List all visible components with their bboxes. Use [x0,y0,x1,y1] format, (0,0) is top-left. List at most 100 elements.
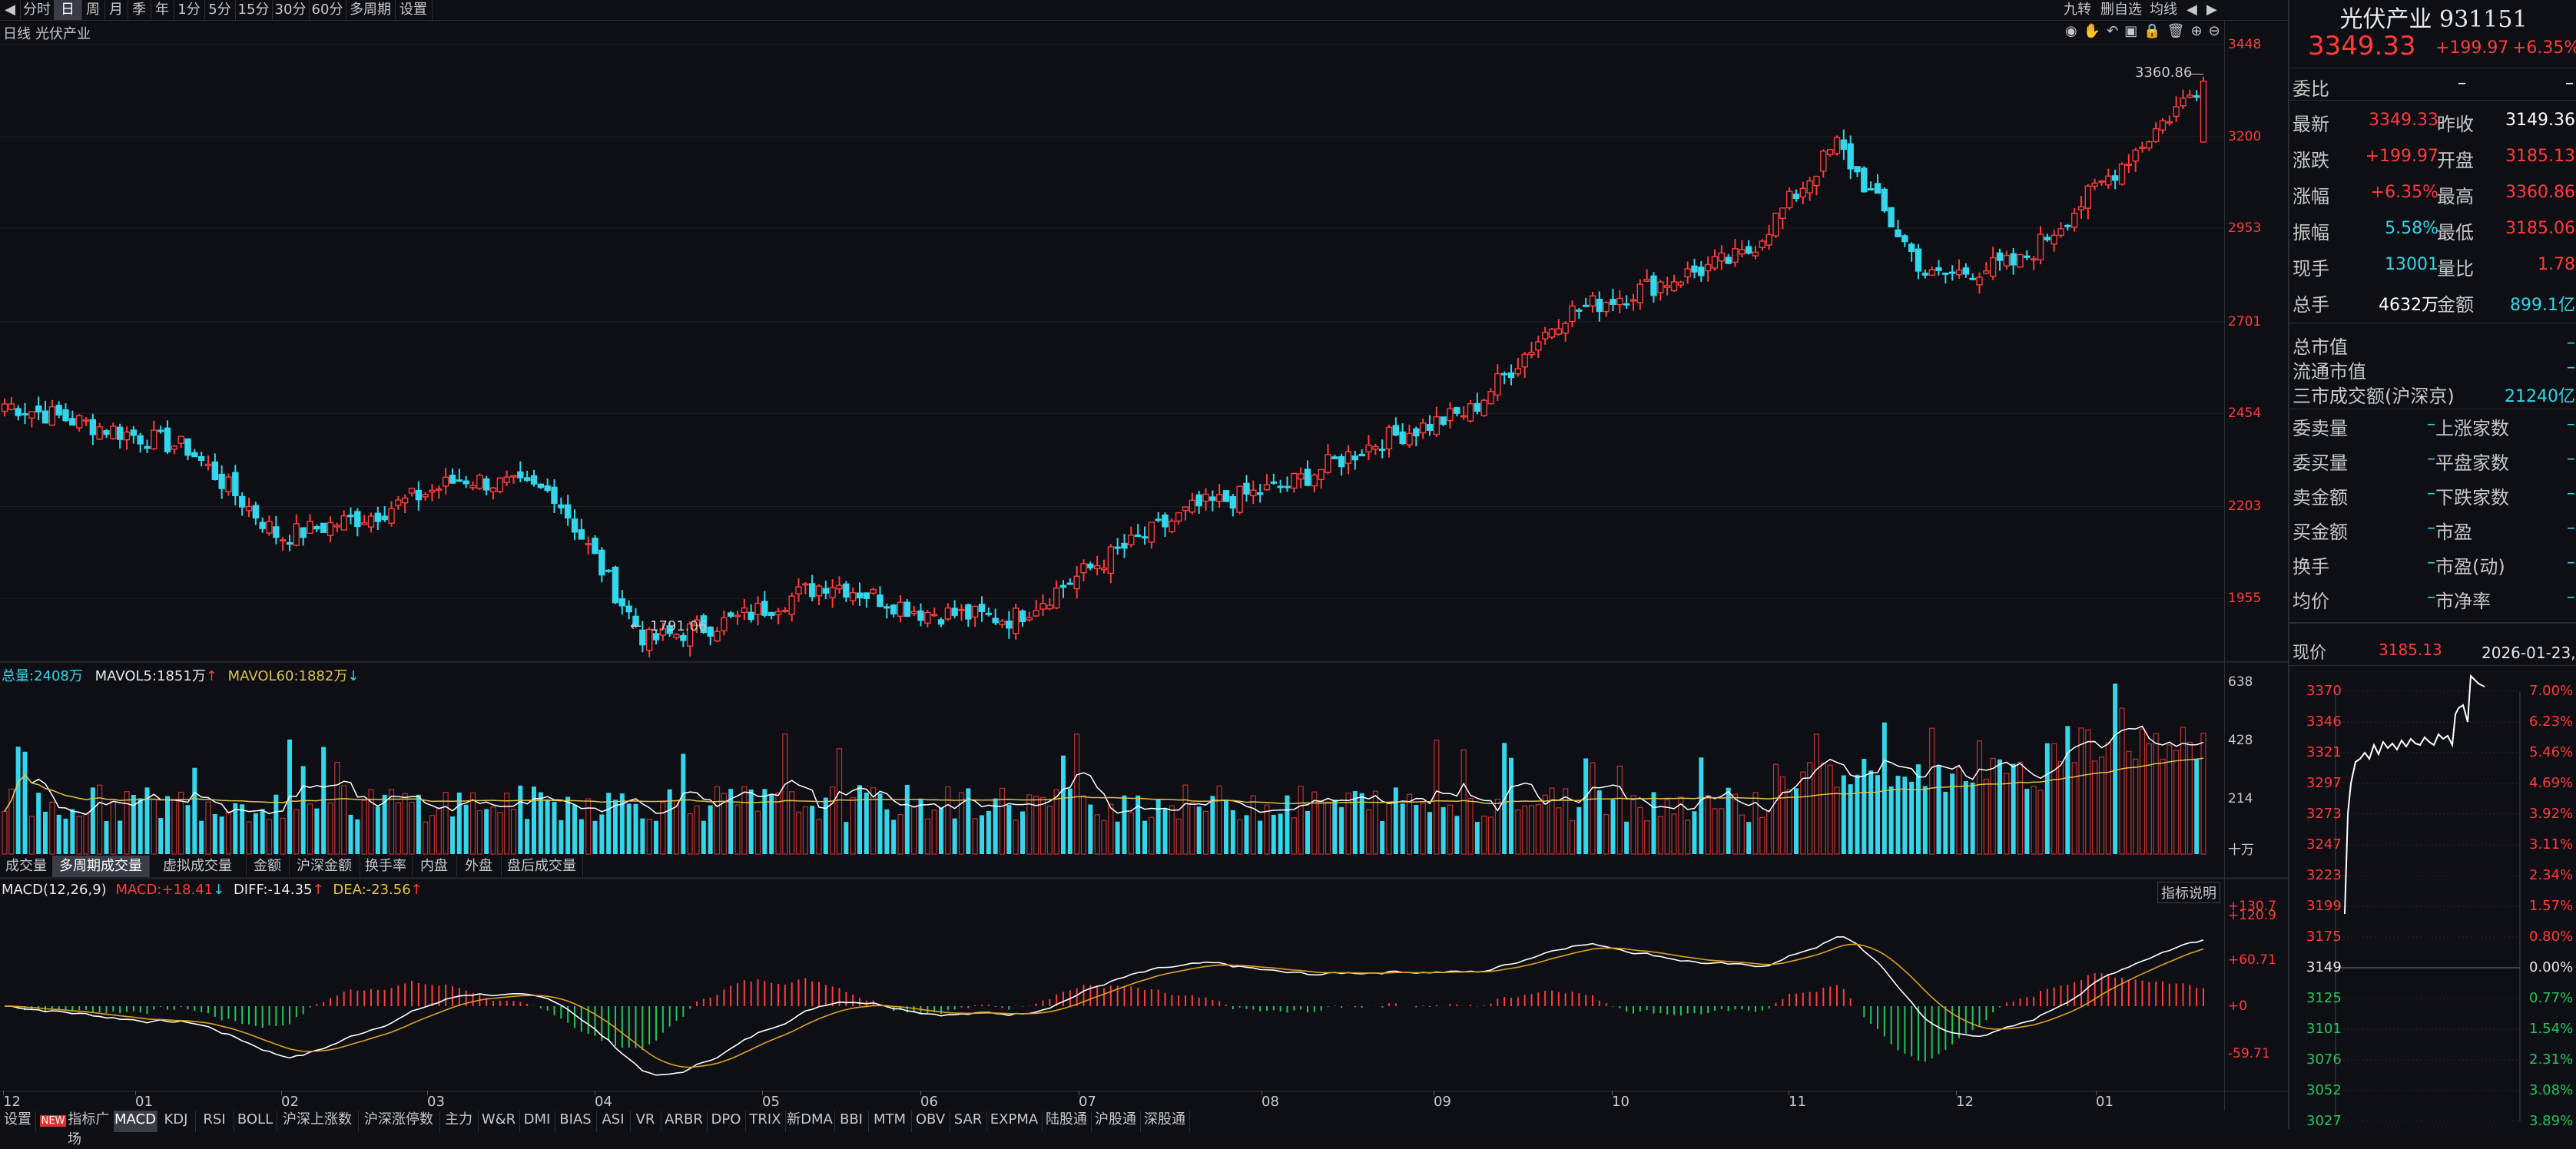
indicator-tab-2[interactable]: MACD [114,1111,157,1132]
candle-body [116,426,124,440]
prev-arrow-icon[interactable]: ◀ [0,0,21,20]
volume-bar [1155,799,1161,854]
delete-icon[interactable]: 🗑 [2167,23,2191,39]
volume-bar [2194,758,2200,854]
volume-bar [795,811,802,855]
volume-bar [1305,810,1310,854]
volume-bar [1542,794,1548,855]
period-button-3[interactable]: 月 [104,0,128,20]
indicator-help-button[interactable]: 指标说明 [2157,882,2220,903]
zoom-in-icon[interactable]: ⊕ [2190,23,2209,39]
period-button-7[interactable]: 5分 [204,0,236,20]
hand-icon[interactable]: ✋ [2083,23,2107,39]
candle-body [2152,127,2160,142]
volume-bar [1630,795,1636,855]
indicator-tab-25[interactable]: 深股通 [1140,1111,1190,1132]
indicator-tab-22[interactable]: EXPMA [986,1111,1043,1132]
candle-body [2091,182,2098,187]
collapse-left-icon[interactable]: ◀ [2186,2,2197,18]
indicator-tab-13[interactable]: VR [630,1111,661,1132]
indicator-tab-7[interactable]: 沪深涨停数 [358,1111,440,1132]
volume-bar [1053,789,1059,855]
indicator-tab-16[interactable]: TRIX [745,1111,786,1132]
candle-body [863,592,870,599]
zoom-out-icon[interactable]: ⊖ [2208,23,2226,39]
indicator-tab-18[interactable]: BBI [834,1111,869,1132]
indicator-tab-4[interactable]: RSI [195,1111,234,1132]
volume-bar [2160,758,2166,855]
lock-icon[interactable]: 🔒 [2143,23,2167,39]
undo-icon[interactable]: ↶ [2107,23,2125,39]
indicator-tab-0[interactable]: 设置 [0,1111,36,1132]
candle-body [96,426,103,440]
volume-tab-0[interactable]: 成交量 [0,856,53,877]
indicator-tab-14[interactable]: ARBR [661,1111,708,1132]
save-icon[interactable]: ▣ [2124,23,2144,39]
candle-body [469,485,476,488]
mini-tick-left: 3199 [2306,898,2342,914]
indicator-tab-10[interactable]: DMI [519,1111,555,1132]
indicator-tab-9[interactable]: W&R [478,1111,520,1132]
period-button-12[interactable]: 设置 [395,0,433,20]
candle-body [1989,257,1997,277]
volume-tab-3[interactable]: 金额 [246,856,290,877]
candle-body [808,583,816,598]
ma-line-button[interactable]: 均线 [2150,2,2177,18]
indicator-tab-19[interactable]: MTM [868,1111,912,1132]
kline-chart[interactable] [0,0,2288,1129]
candle-body [1820,151,1827,172]
volume-tab-6[interactable]: 内盘 [412,856,457,877]
volume-tab-1[interactable]: 多周期成交量 [52,856,150,877]
indicator-tab-23[interactable]: 陆股通 [1042,1111,1092,1132]
indicator-tab-17[interactable]: 新DMA [785,1111,835,1132]
remove-favorite-button[interactable]: 删自选 [2100,2,2142,18]
period-button-11[interactable]: 多周期 [346,0,396,20]
candle-body [232,472,239,497]
indicator-tab-24[interactable]: 沪股通 [1091,1111,1141,1132]
collapse-right-icon[interactable]: ▶ [2206,2,2217,18]
period-button-10[interactable]: 60分 [309,0,346,20]
volume-tab-8[interactable]: 盘后成交量 [501,856,583,877]
price-tick: 3448 [2228,37,2262,52]
indicator-tab-15[interactable]: DPO [707,1111,746,1132]
volume-bar [104,821,109,854]
macd-histogram [10,973,2204,1062]
volume-tab-5[interactable]: 换手率 [360,856,413,877]
indicator-tab-12[interactable]: ASI [596,1111,631,1132]
candle-body [442,476,449,487]
indicator-tab-6[interactable]: 沪深上涨数 [277,1111,359,1132]
volume-bar [1943,791,1948,854]
candle-body [2193,95,2200,98]
candle-body [1006,620,1013,629]
volume-tab-2[interactable]: 虚拟成交量 [149,856,247,877]
month-label: 02 [281,1094,299,1110]
indicator-tab-20[interactable]: OBV [911,1111,950,1132]
candle-body [2070,212,2078,228]
period-button-8[interactable]: 15分 [235,0,273,20]
indicator-tab-3[interactable]: KDJ [157,1111,196,1132]
volume-bar [334,761,340,855]
indicator-tab-8[interactable]: 主力 [439,1111,479,1132]
volume-bar [2051,743,2057,855]
volume-tab-7[interactable]: 外盘 [456,856,502,877]
volume-bar [823,797,828,854]
candle-body [1059,584,1067,588]
candle-body [347,515,354,518]
period-button-4[interactable]: 季 [128,0,151,20]
candle-body [754,602,761,615]
volume-tab-4[interactable]: 沪深金额 [289,856,360,877]
quote-value: – [2567,588,2575,607]
period-button-9[interactable]: 30分 [272,0,310,20]
period-button-2[interactable]: 周 [81,0,105,20]
indicator-tab-5[interactable]: BOLL [234,1111,277,1132]
period-button-1[interactable]: 日 [54,0,82,20]
volume-bar [469,792,476,855]
indicator-tab-11[interactable]: BIAS [555,1111,597,1132]
period-button-6[interactable]: 1分 [174,0,205,20]
intraday-mini-chart[interactable] [2289,668,2576,1129]
indicator-tab-21[interactable]: SAR [950,1111,987,1132]
quote-label: 市盈(动) [2435,556,2505,578]
period-button-5[interactable]: 年 [151,0,174,20]
eye-icon[interactable]: ◉ [2065,23,2084,39]
jiuzhuan-button[interactable]: 九转 [2064,2,2091,18]
